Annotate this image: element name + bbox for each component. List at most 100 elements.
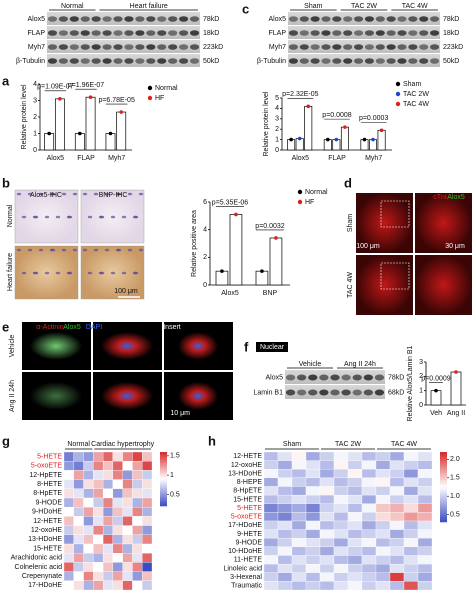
y-tick-label: 4	[203, 227, 207, 234]
heat-cell	[263, 494, 279, 504]
heat-cell	[361, 563, 377, 573]
heat-cell	[63, 553, 74, 563]
nucleus	[98, 271, 104, 275]
heat-cell	[347, 451, 363, 461]
heat-cell	[389, 494, 405, 504]
blot-band	[308, 389, 318, 396]
heat-cell	[112, 461, 123, 471]
blot-band	[157, 44, 167, 50]
colorbar-step	[440, 515, 447, 518]
heat-cell	[375, 529, 391, 539]
heat-cell	[291, 451, 307, 461]
colorbar-label: 1	[170, 472, 174, 479]
heat-cell	[63, 580, 74, 591]
colorbar-step	[440, 517, 447, 520]
blot-band	[343, 16, 353, 22]
colorbar-step	[440, 463, 447, 467]
heat-cell	[333, 469, 349, 479]
blot-band	[189, 58, 200, 64]
colorbar-label: 1.5	[450, 475, 460, 482]
heat-cell	[277, 572, 293, 582]
colorbar-step	[440, 510, 447, 513]
y-tick-label: 4	[33, 81, 37, 88]
heat-cell	[263, 520, 279, 530]
heat-cell	[319, 451, 335, 461]
colorbar-step	[160, 502, 167, 505]
bar-dot	[379, 128, 384, 133]
colorbar-step	[440, 473, 447, 476]
heat-cell	[277, 581, 293, 591]
blot-band	[288, 58, 298, 64]
heat-cell	[122, 571, 133, 581]
blot-band	[375, 16, 385, 22]
blot-band	[375, 30, 385, 36]
y-tick-label: 1	[275, 136, 279, 143]
blot-band	[179, 44, 189, 50]
nucleus	[32, 271, 38, 275]
heat-cell	[361, 538, 377, 548]
bar	[116, 111, 127, 151]
heat-cell	[122, 470, 133, 480]
blot-band	[364, 30, 374, 36]
heat-cell	[263, 529, 279, 539]
heat-cell	[347, 477, 363, 487]
heat-cell	[291, 572, 307, 582]
blot-band	[168, 30, 178, 36]
heat-cell	[112, 534, 123, 545]
y-tick-label: 2	[203, 254, 207, 261]
heat-cell	[389, 486, 405, 496]
colorbar-step	[160, 461, 167, 464]
heat-cell	[389, 572, 405, 582]
blot-band	[343, 44, 353, 50]
cell	[101, 332, 153, 360]
heat-cell	[112, 543, 123, 554]
nucleus	[115, 192, 121, 196]
heat-cell	[263, 477, 279, 487]
colorbar-step	[440, 454, 447, 457]
heat-cell	[319, 460, 335, 470]
y-axis-label: Relative protein level	[263, 91, 270, 156]
colorbar-step	[440, 512, 447, 516]
heat-cell	[132, 543, 143, 554]
heat-cell	[122, 497, 133, 508]
blot-band	[341, 389, 351, 396]
colorbar-step	[160, 488, 167, 491]
heat-cell	[305, 529, 321, 539]
heat-cell	[142, 479, 153, 489]
x-tick-label: BNP	[263, 290, 278, 297]
heat-cell	[333, 546, 349, 556]
blot-band	[102, 44, 112, 50]
heat-cell	[347, 581, 363, 591]
bar-dot	[260, 269, 264, 273]
heat-cell	[361, 572, 377, 582]
blot-band	[168, 16, 178, 22]
nucleus	[61, 248, 67, 252]
heat-cell	[333, 460, 349, 470]
colorbar-step	[160, 455, 167, 458]
heat-cell	[63, 543, 74, 554]
blot-band	[146, 58, 156, 64]
legend-label: TAC 2W	[403, 91, 429, 98]
heat-cell	[305, 494, 321, 504]
heat-cell	[132, 516, 143, 526]
heat-cell	[102, 525, 114, 535]
heat-cell	[403, 563, 419, 573]
blot-band	[69, 44, 79, 50]
heat-cell	[132, 497, 143, 508]
heat-cell	[63, 562, 74, 572]
heat-cell	[93, 488, 104, 499]
colorbar-step	[160, 484, 167, 487]
protein-label: β-Tubulin	[16, 58, 45, 65]
row-label: Traumatic	[231, 583, 262, 590]
blot-band	[288, 16, 298, 22]
nucleus	[66, 271, 72, 275]
bar	[255, 270, 269, 286]
heat-cell	[417, 546, 433, 556]
size-label: 50kD	[203, 58, 219, 65]
heat-cell	[83, 488, 94, 499]
group-label: Normal	[61, 3, 84, 10]
panel-letter: c	[242, 1, 249, 16]
blot-band	[419, 30, 429, 36]
heat-cell	[102, 479, 114, 489]
heat-cell	[93, 470, 104, 480]
